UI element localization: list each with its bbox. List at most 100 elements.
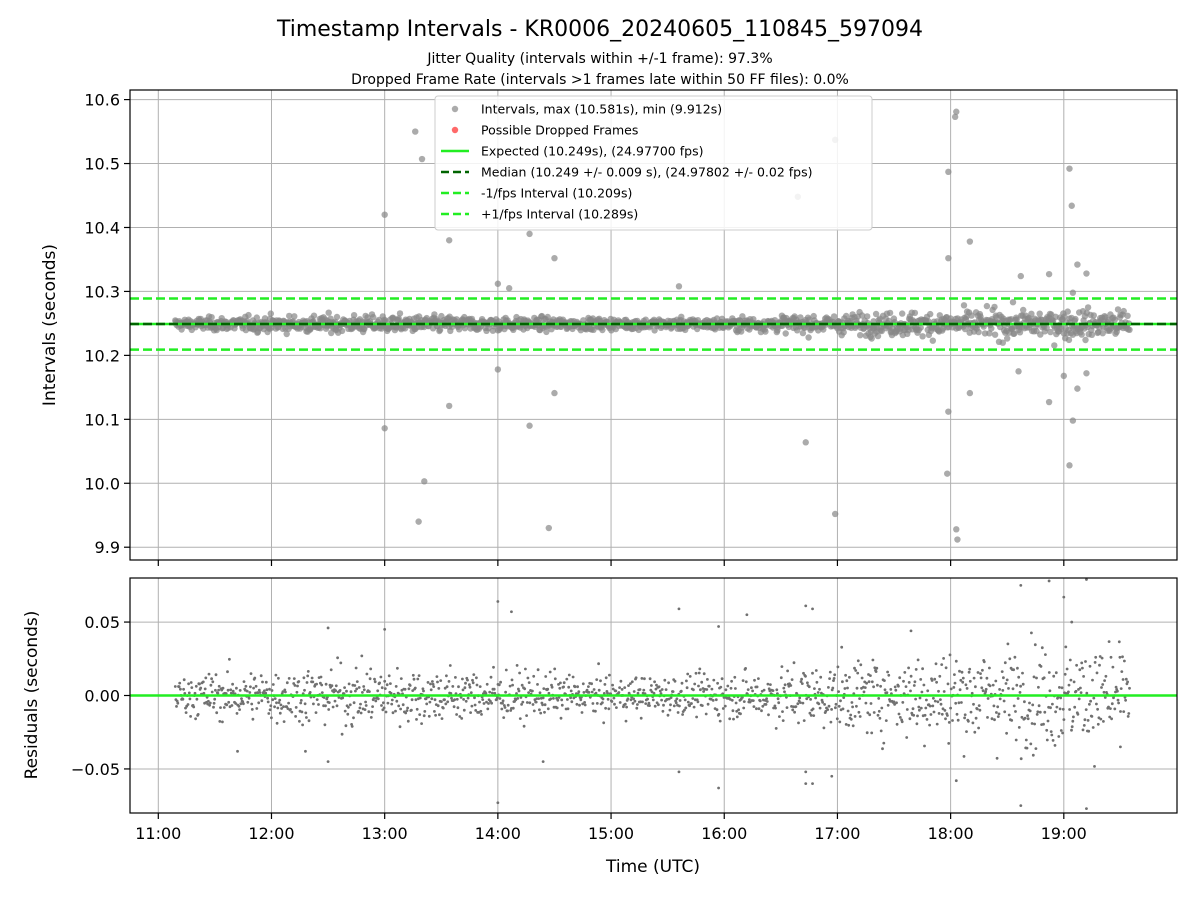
residual-point (404, 711, 408, 715)
residual-point (450, 696, 453, 700)
residual-point (468, 683, 471, 687)
residual-point (1002, 699, 1006, 703)
residual-point (187, 682, 191, 686)
residual-point (410, 698, 414, 702)
interval-point (1074, 385, 1081, 392)
residual-point (369, 716, 373, 719)
chart-subtitle-jitter: Jitter Quality (intervals within +/-1 fr… (426, 51, 772, 67)
residual-point (1072, 715, 1075, 719)
residual-point (207, 672, 211, 676)
residual-point (194, 684, 198, 688)
residual-point (1005, 731, 1008, 735)
residual-point (461, 677, 464, 681)
residual-point (925, 698, 928, 702)
residual-point (368, 690, 371, 693)
residual-point (946, 714, 949, 717)
residual-point (851, 724, 855, 728)
residual-point (422, 689, 425, 693)
residual-point (541, 703, 544, 707)
residual-point (260, 699, 264, 703)
interval-point (1051, 342, 1058, 349)
residual-point (615, 706, 618, 709)
residual-point (245, 689, 249, 693)
residual-point (1030, 631, 1033, 635)
residual-point (299, 699, 303, 702)
residual-point (210, 690, 214, 694)
residual-point (597, 688, 601, 692)
residual-point (889, 688, 893, 691)
interval-point (551, 389, 558, 397)
residual-point (959, 678, 963, 682)
residual-point (907, 681, 911, 684)
residual-point (550, 685, 554, 689)
residual-point (470, 704, 474, 708)
residual-point (1126, 715, 1130, 718)
residual-point (454, 676, 457, 679)
residual-point (672, 704, 676, 708)
residual-point (503, 706, 507, 709)
residual-point (613, 702, 616, 706)
residual-point (597, 662, 600, 666)
residual-point (921, 667, 924, 671)
residual-point (1092, 696, 1096, 700)
interval-point (872, 310, 880, 318)
residual-point (919, 678, 923, 681)
residual-point (511, 683, 514, 687)
residual-point (1054, 671, 1058, 675)
residual-point (320, 691, 324, 694)
interval-point (1114, 306, 1122, 313)
chart-subtitle-dropped: Dropped Frame Rate (intervals >1 frames … (351, 72, 849, 88)
residual-point (359, 711, 363, 715)
residual-point (657, 703, 660, 707)
residual-point (497, 683, 501, 687)
residual-point (443, 698, 446, 702)
residual-point (213, 697, 217, 701)
residual-point (657, 685, 661, 689)
residual-point (954, 779, 958, 783)
residual-point (276, 706, 280, 710)
residual-point (269, 704, 273, 708)
residual-point (1110, 702, 1114, 706)
residual-point (190, 686, 194, 689)
residual-point (1068, 658, 1072, 662)
interval-point (945, 408, 952, 415)
residual-point (661, 709, 665, 713)
residual-point (912, 713, 916, 717)
residual-point (625, 705, 628, 709)
residual-point (864, 701, 868, 705)
residual-point (383, 679, 387, 683)
residual-point (434, 713, 437, 717)
residual-point (209, 683, 213, 687)
interval-point (782, 330, 789, 337)
residual-point (487, 702, 490, 705)
residual-point (792, 661, 796, 665)
residual-point (653, 704, 657, 708)
residual-point (538, 708, 541, 712)
residual-point (671, 690, 675, 693)
residual-point (681, 713, 684, 716)
residual-point (1119, 745, 1122, 749)
interval-point (799, 329, 807, 337)
residual-point (416, 677, 420, 681)
residual-point (820, 698, 824, 702)
residual-point (990, 717, 994, 721)
residual-point (734, 701, 738, 705)
residual-point (565, 677, 569, 681)
residual-point (204, 676, 208, 680)
residual-point (746, 688, 750, 691)
residual-point (980, 686, 984, 690)
residual-point (831, 686, 835, 690)
residual-point (1021, 682, 1025, 686)
residual-point (517, 689, 521, 693)
residual-point (881, 747, 884, 751)
interval-point (675, 283, 683, 290)
x-tick-label: 14:00 (475, 824, 521, 843)
residual-point (539, 711, 543, 715)
residual-point (949, 687, 953, 691)
residual-point (1033, 722, 1036, 726)
interval-point (456, 326, 463, 333)
residual-point (254, 684, 258, 688)
residual-point (259, 674, 263, 678)
residual-point (566, 698, 569, 701)
